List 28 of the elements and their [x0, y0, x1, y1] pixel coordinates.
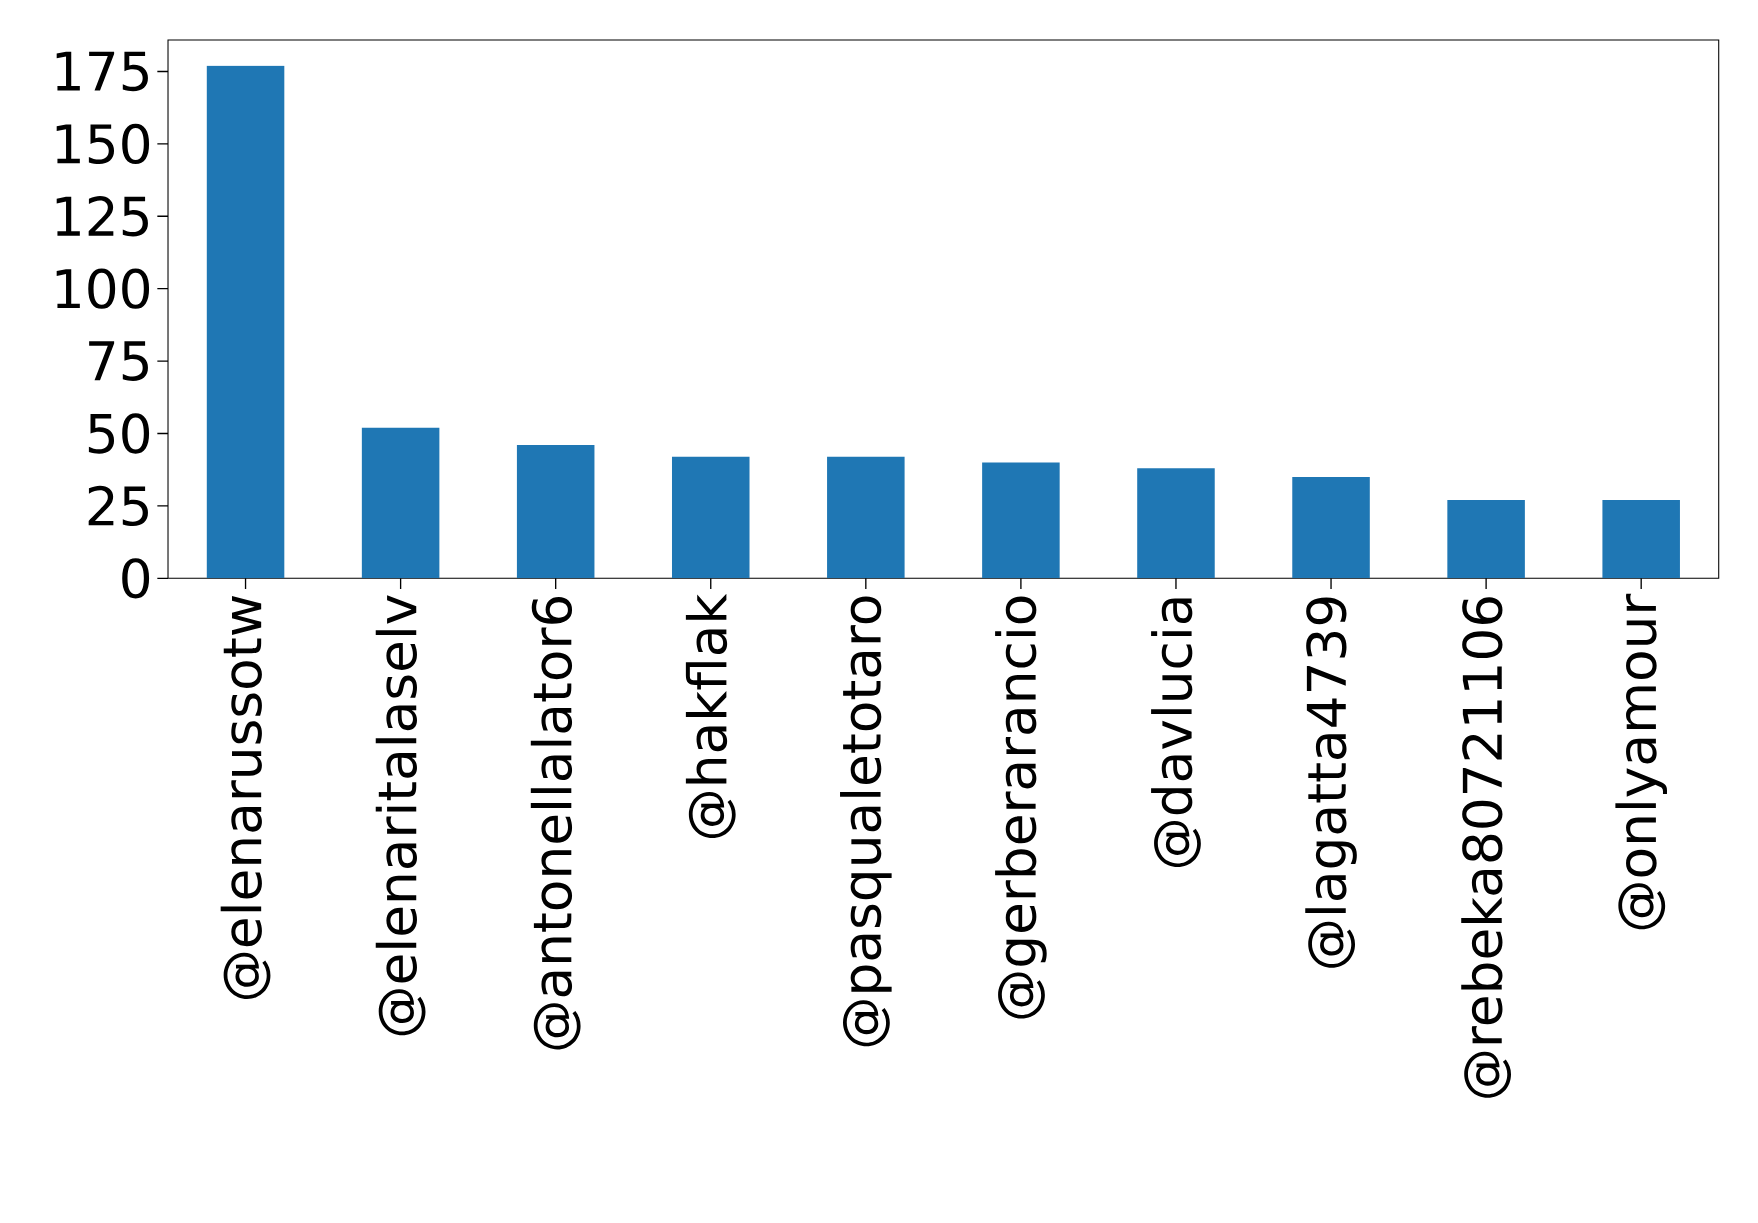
bar — [827, 456, 905, 579]
x-tick-label: @elenaritalaselv — [375, 595, 426, 1036]
y-tick-label: 150 — [56, 123, 150, 165]
x-tick-label: @davlucia — [1151, 598, 1201, 868]
bar — [1602, 500, 1680, 579]
x-tick-label: @elenarussotw — [220, 595, 271, 999]
bar — [1292, 476, 1370, 579]
x-tick-label: @antonellalator6 — [530, 596, 581, 1050]
bar — [361, 427, 440, 579]
bar — [206, 65, 285, 579]
y-tick-label: 25 — [88, 485, 148, 527]
bar — [982, 462, 1060, 579]
y-tick-label: 125 — [56, 196, 148, 237]
y-tick-label: 50 — [88, 413, 150, 454]
x-tick-label: @pasqualetotaro — [840, 596, 892, 1047]
y-tick-label: 175 — [56, 51, 148, 92]
x-tick-label: @onlyamour — [1615, 593, 1667, 930]
bar — [1137, 468, 1215, 579]
y-tick-label: 100 — [56, 268, 150, 309]
x-tick-label: @rebeka80721106 — [1461, 597, 1511, 1098]
bar — [671, 456, 750, 579]
x-tick-label: @gerberarancio — [995, 596, 1047, 1019]
y-tick-label: 0 — [122, 558, 150, 599]
bar — [1447, 500, 1525, 579]
x-tick-label: @lagatta4739 — [1305, 597, 1357, 968]
y-tick-label: 75 — [89, 341, 148, 381]
bar — [516, 445, 595, 579]
x-tick-label: @hakflak — [685, 593, 736, 839]
